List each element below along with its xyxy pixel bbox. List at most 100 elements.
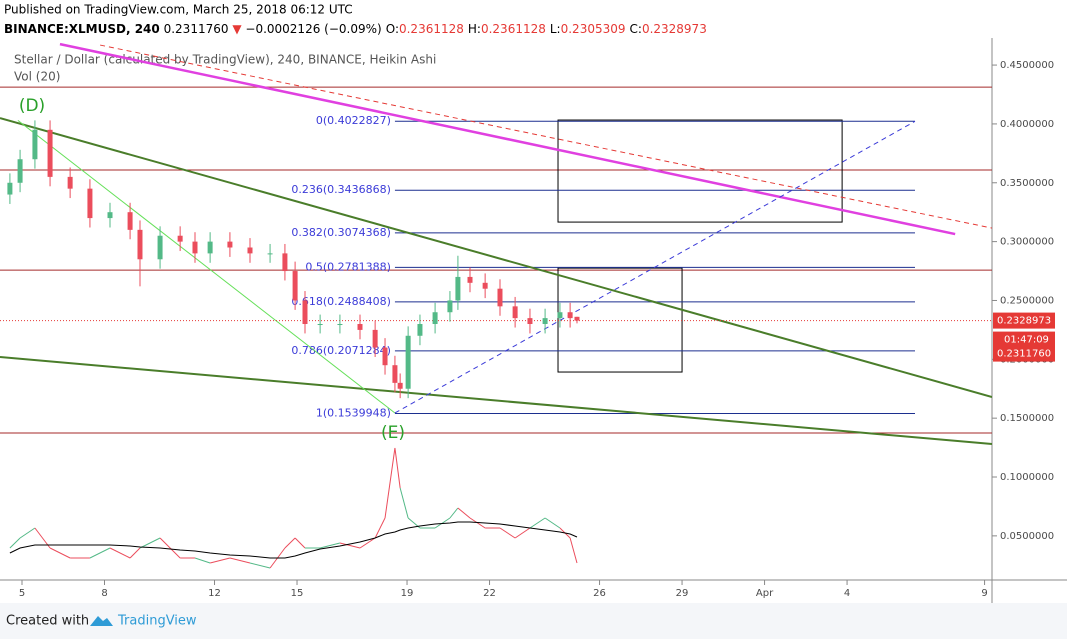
candle-body — [137, 229, 143, 260]
candle-body — [32, 129, 38, 160]
candle-body — [382, 347, 388, 366]
candle-body — [47, 129, 53, 177]
x-tick-label: 15 — [291, 588, 304, 599]
candle-body — [127, 212, 133, 230]
change: −0.0002126 (−0.09%) — [245, 22, 381, 36]
volume-segment — [139, 537, 161, 549]
fib-label: 0.382(0.3074368) — [291, 226, 391, 239]
box — [557, 119, 843, 223]
fib-label: 1(0.1539948) — [316, 406, 391, 419]
volume-segment — [19, 527, 36, 539]
candle-body — [455, 276, 461, 301]
y-tick-label: 0.3500000 — [1000, 178, 1054, 189]
volume-segment — [9, 537, 21, 549]
wave-label: (E) — [381, 423, 405, 443]
candle-body — [527, 318, 533, 325]
x-tick-label: Apr — [756, 588, 774, 599]
candle-body — [574, 316, 580, 321]
wave-label: (D) — [19, 96, 45, 116]
candle-body — [227, 241, 233, 248]
ohlc-label: L: — [550, 22, 561, 36]
ohlc-value: 0.2361128 — [481, 22, 546, 36]
candle-body — [192, 241, 198, 254]
x-tick-label: 4 — [844, 588, 850, 599]
candle-body — [405, 335, 411, 389]
volume-segment — [374, 517, 386, 539]
candle-body — [497, 288, 503, 307]
fib-label: 0.618(0.2488408) — [291, 295, 391, 308]
x-tick-label: 5 — [19, 588, 25, 599]
header: Published on TradingView.com, March 25, … — [4, 3, 707, 36]
trendline — [59, 42, 956, 236]
volume-segment — [229, 557, 251, 564]
indicator-label: Vol (20) — [14, 70, 60, 84]
candle-body — [392, 365, 398, 383]
candle-body — [177, 235, 183, 242]
x-tick-label: 22 — [483, 588, 496, 599]
candle-body — [432, 312, 438, 325]
candle-body — [107, 212, 113, 219]
candle-body — [447, 300, 453, 313]
trendline — [100, 44, 992, 229]
candle-body — [467, 276, 473, 283]
volume-segment — [529, 517, 546, 529]
candle-body — [207, 241, 213, 254]
volume-segment — [294, 537, 306, 549]
volume-segment — [399, 487, 409, 519]
x-tick-label: 19 — [401, 588, 414, 599]
volume-segment — [209, 557, 231, 564]
volume-segment — [457, 507, 471, 519]
price-tag-label: 0.2328973 — [997, 316, 1051, 327]
candle-body — [337, 324, 343, 326]
candle-body — [282, 253, 288, 272]
candle-body — [567, 312, 573, 319]
y-tick-label: 0.3000000 — [1000, 237, 1054, 248]
candle-body — [87, 188, 93, 219]
candle-body — [247, 247, 253, 254]
candle-body — [397, 382, 403, 389]
candle-body — [7, 182, 13, 195]
candle-body — [557, 312, 563, 319]
candle-body — [157, 235, 163, 260]
candle-body — [357, 324, 363, 330]
ohlc-value: 0.2328973 — [642, 22, 707, 36]
logo — [90, 616, 113, 626]
volume-segment — [499, 527, 516, 539]
volume-segment — [449, 507, 459, 519]
volume-segment — [89, 547, 111, 559]
candle-body — [542, 318, 548, 325]
ohlc-label: O: — [386, 22, 399, 36]
y-tick-label: 0.1500000 — [1000, 413, 1054, 424]
symbol: BINANCE:XLMUSD, 240 — [4, 22, 160, 36]
volume-ma — [9, 521, 578, 559]
brand[interactable]: TradingView — [117, 614, 197, 629]
candle-body — [292, 271, 298, 301]
arrow: ▼ — [232, 22, 242, 36]
fib-label: 0.236(0.3436868) — [291, 183, 391, 196]
candle-body — [372, 329, 378, 348]
volume-segment — [194, 557, 211, 564]
volume-segment — [129, 547, 141, 559]
volume-segment — [159, 537, 181, 559]
x-tick-label: 8 — [101, 588, 107, 599]
published: Published on TradingView.com, March 25, … — [4, 3, 353, 17]
trendline — [394, 120, 916, 414]
candle-body — [267, 253, 273, 255]
fib-label: 0(0.4022827) — [316, 114, 391, 127]
volume-segment — [384, 447, 396, 519]
volume-segment — [394, 447, 401, 489]
ohlc-label: C: — [630, 22, 642, 36]
chart-title: Stellar / Dollar (calculated by TradingV… — [14, 53, 436, 67]
y-tick-label: 0.0500000 — [1000, 531, 1054, 542]
volume-segment — [544, 517, 561, 529]
trendline — [0, 355, 992, 446]
x-tick-label: 26 — [593, 588, 606, 599]
trendline — [17, 119, 396, 414]
y-tick-label: 0.4500000 — [1000, 60, 1054, 71]
quote-line: BINANCE:XLMUSD, 240 0.2311760 ▼ −0.00021… — [4, 22, 707, 36]
footer-bar — [0, 603, 1067, 639]
ohlc-label: H: — [468, 22, 481, 36]
volume-segment — [109, 547, 131, 559]
